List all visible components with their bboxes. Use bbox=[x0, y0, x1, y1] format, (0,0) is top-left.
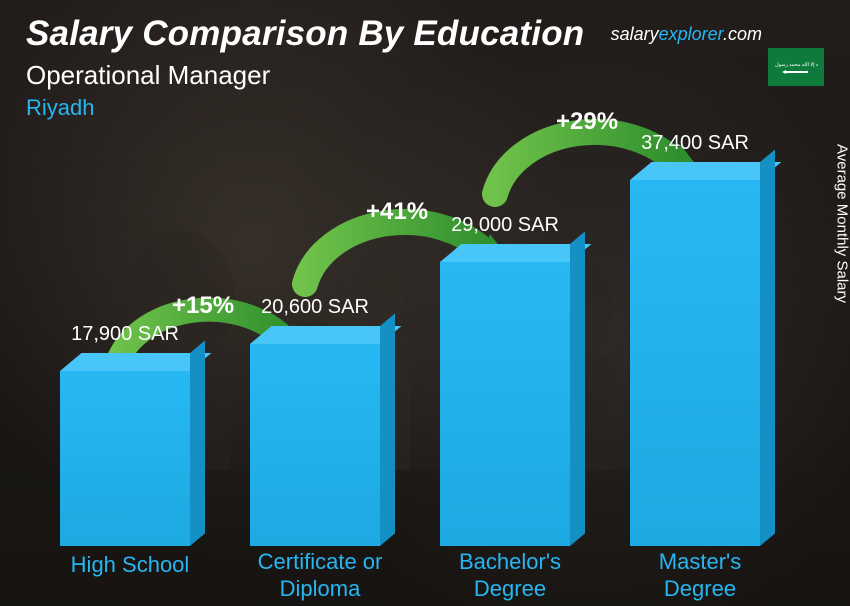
brand-mid: explorer bbox=[659, 24, 723, 44]
bar-chart: +15% +41% +29% 17,900 SAR High School 20… bbox=[40, 140, 790, 546]
bar-certificate: 20,600 SAR bbox=[250, 344, 380, 546]
bar-value: 20,600 SAR bbox=[261, 296, 369, 319]
brand-watermark: salaryexplorer.com bbox=[611, 24, 762, 45]
bar-bachelor: 29,000 SAR bbox=[440, 262, 570, 546]
bar-high-school: 17,900 SAR bbox=[60, 371, 190, 546]
increase-label-3: +29% bbox=[556, 108, 618, 136]
chart-subtitle-role: Operational Manager bbox=[26, 60, 824, 91]
bar-value: 17,900 SAR bbox=[71, 323, 179, 346]
bar-label: Certificate orDiploma bbox=[235, 549, 405, 602]
bar-value: 37,400 SAR bbox=[641, 132, 749, 155]
brand-prefix: salary bbox=[611, 24, 659, 44]
bar-label: High School bbox=[50, 552, 210, 578]
bar-label: Bachelor'sDegree bbox=[430, 549, 590, 602]
svg-text:لا إله إلا الله محمد رسول الله: لا إله إلا الله محمد رسول الله bbox=[774, 62, 818, 68]
bar-master: 37,400 SAR bbox=[630, 180, 760, 546]
chart-subtitle-location: Riyadh bbox=[26, 95, 824, 121]
y-axis-label: Average Monthly Salary bbox=[834, 144, 850, 303]
increase-label-1: +15% bbox=[172, 292, 234, 320]
bar-label: Master'sDegree bbox=[620, 549, 780, 602]
bar-value: 29,000 SAR bbox=[451, 214, 559, 237]
country-flag: لا إله إلا الله محمد رسول الله bbox=[768, 48, 824, 86]
increase-label-2: +41% bbox=[366, 198, 428, 226]
brand-suffix: .com bbox=[723, 24, 762, 44]
